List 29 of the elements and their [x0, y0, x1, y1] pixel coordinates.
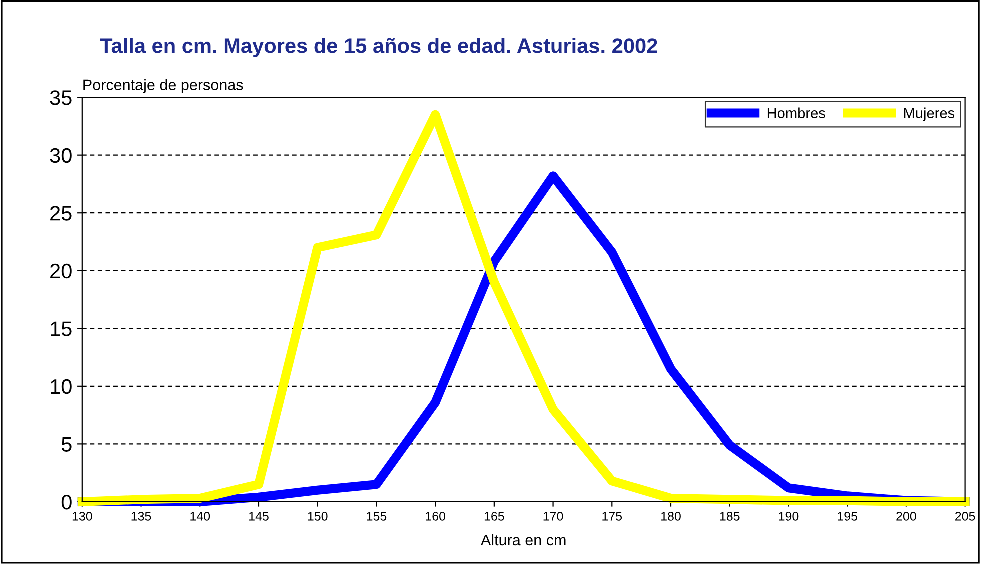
x-tick-label: 160	[426, 512, 446, 521]
x-tick-label: 180	[662, 512, 681, 521]
x-tick-label: 165	[484, 512, 504, 521]
x-tick-label: 185	[720, 512, 740, 521]
y-tick-label: 15	[51, 322, 72, 336]
legend-label: Mujeres	[904, 108, 955, 122]
x-tick-label: 175	[602, 512, 622, 521]
x-tick-label: 150	[308, 512, 328, 521]
y-tick-label: 0	[62, 494, 72, 510]
y-tick-label: 20	[50, 264, 72, 279]
x-tick-label: 190	[779, 512, 799, 521]
y-tick-label: 30	[50, 148, 72, 164]
y-tick-label: 25	[50, 206, 72, 221]
chart-title: Talla en cm. Mayores de 15 años de edad. Asturias. 2002	[100, 38, 658, 58]
x-tick-label: 140	[190, 512, 210, 521]
x-tick-label: 205	[956, 512, 976, 521]
x-tick-label: 130	[72, 512, 92, 521]
y-tick-label: 5	[62, 437, 72, 452]
y-tick-label: 35	[50, 90, 72, 106]
x-tick-label: 135	[132, 512, 152, 521]
y-axis-title: Porcentaje de personas	[84, 79, 244, 94]
x-tick-label: 155	[367, 512, 387, 521]
legend-label: Hombres	[768, 108, 826, 118]
x-tick-label: 170	[544, 512, 564, 521]
x-tick-label: 200	[896, 512, 916, 521]
x-axis-title: Altura en cm	[481, 534, 566, 546]
x-tick-label: 145	[250, 512, 269, 521]
y-tick-label: 10	[51, 379, 72, 394]
x-tick-label: 195	[838, 512, 858, 521]
